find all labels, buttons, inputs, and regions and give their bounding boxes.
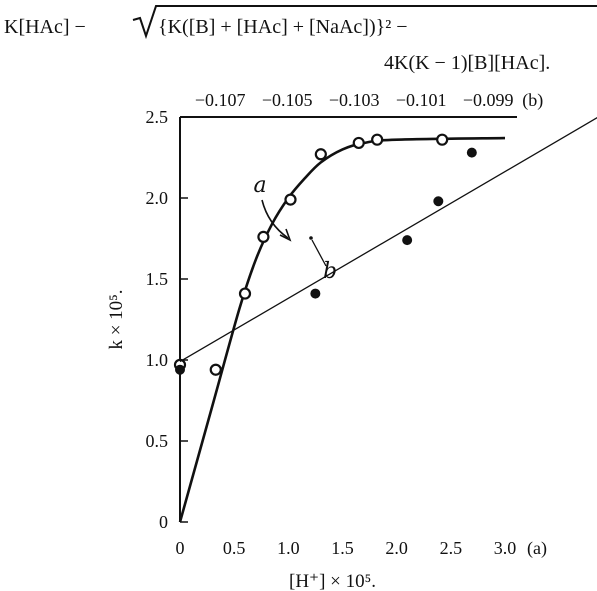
series-b-pointer — [311, 239, 327, 267]
x-tick-label: 0.5 — [223, 538, 246, 558]
x-axis-tag: (a) — [527, 538, 547, 559]
x-tick-label: 2.0 — [385, 538, 408, 558]
series-a-arrowhead — [279, 228, 292, 242]
top-tick-label: −0.107 — [195, 90, 246, 110]
series-a-pointer — [261, 199, 289, 239]
series-b-point — [175, 364, 185, 375]
y-tick-label: 0 — [159, 512, 168, 532]
series-b-pointer-dot — [309, 236, 313, 240]
y-tick-label: 1.5 — [146, 269, 169, 289]
x-tick-label: 1.5 — [331, 538, 354, 558]
chart: 0 0.5 1.0 1.5 2.0 2.5 0 0.5 1.0 1.5 2.0 2.5 3.0 (a) −0… — [106, 90, 597, 591]
series-a-point — [314, 148, 327, 161]
series-b-point — [433, 196, 444, 207]
series-b-point — [402, 235, 413, 246]
y-tick-label: 2.5 — [146, 107, 169, 127]
equation: K[HAc] − {K([B] + [HAc] + [NaAc])}² − 4K… — [4, 5, 597, 74]
series-a-point — [436, 133, 449, 146]
series-a-point — [284, 193, 297, 206]
series-b-point — [310, 288, 321, 299]
series-a-point — [371, 133, 384, 146]
series-a-point — [238, 287, 252, 300]
x-axis-title: [H⁺] × 10⁵. — [289, 571, 376, 591]
y-axis-title: k × 10⁵. — [106, 289, 127, 349]
sqrt-sign — [132, 5, 597, 40]
series-a-point — [257, 230, 270, 243]
x-tick-label: 0 — [176, 538, 185, 558]
top-tick-label: −0.105 — [262, 90, 313, 110]
top-axis-tag: (b) — [522, 90, 543, 111]
equation-line1-part1: K[HAc] − — [4, 16, 86, 38]
top-tick-label: −0.101 — [396, 90, 447, 110]
y-tick-label: 0.5 — [146, 431, 169, 451]
series-a-curve — [178, 136, 506, 523]
x-tick-label: 1.0 — [277, 538, 300, 558]
series-b-line — [179, 117, 597, 363]
series-b-label: b — [323, 259, 337, 284]
y-tick-label: 2.0 — [146, 188, 169, 208]
y-tick-label: 1.0 — [146, 350, 169, 370]
x-tick-label: 2.5 — [440, 538, 463, 558]
top-tick-label: −0.099 — [463, 90, 514, 110]
equation-line2: 4K(K − 1)[B][HAc]. — [384, 52, 550, 74]
top-tick-label: −0.103 — [329, 90, 380, 110]
series-b-point — [466, 147, 477, 158]
series-a-point — [209, 363, 222, 376]
series-a-label: a — [253, 173, 266, 198]
equation-line1-part2: {K([B] + [HAc] + [NaAc])}² − — [158, 16, 408, 38]
series-a-point — [352, 136, 365, 150]
x-tick-label: 3.0 — [494, 538, 517, 558]
